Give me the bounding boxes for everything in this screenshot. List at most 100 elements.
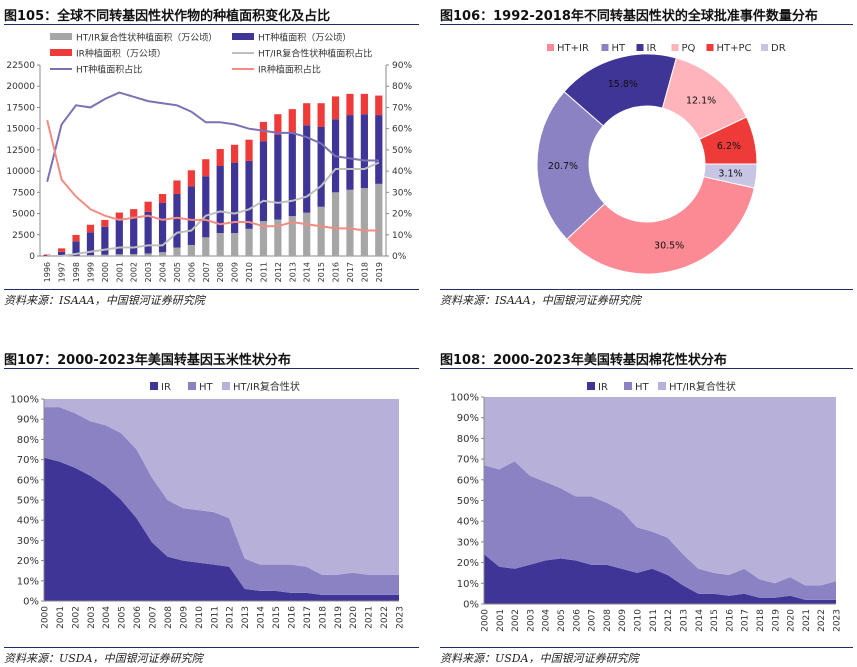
legend-label-105: HT/IR复合性状种植面积（万公顷） [76,32,217,44]
bar-segment-105 [303,103,311,126]
chart-108-source: 资料来源：USDA，中国银河证券研究院 [440,652,639,665]
line-series-105 [46,91,379,182]
x-tick-label-105: 2000 [101,262,110,282]
x-tick-label-107: 2002 [71,606,81,629]
bar-segment-105 [375,95,383,116]
bar-segment-105 [130,216,138,255]
bar-segment-105 [144,253,152,256]
y-tick-label-105: 5000 [12,210,35,220]
bar-segment-105 [187,170,195,187]
chart-108-source-rule [440,647,853,648]
x-tick-label-107: 2007 [149,606,159,629]
bar-segment-105 [360,93,368,115]
bar-segment-105 [317,206,325,256]
x-tick-label-105: 2004 [159,262,168,282]
chart-105-title-rule [4,24,419,25]
x-tick-label-105: 2015 [317,262,326,282]
x-tick-label-107: 2009 [179,606,189,629]
x-tick-label-105: 1996 [43,262,52,282]
bar-segment-105 [346,189,354,256]
x-tick-label-108: 2017 [741,609,751,632]
legend-swatch-106 [761,44,768,51]
bar-segment-105 [288,109,296,133]
x-tick-label-107: 2004 [102,606,112,629]
legend-swatch-108 [587,382,595,390]
area-series-107 [44,407,399,595]
x-tick-label-107: 2013 [241,606,251,629]
x-tick-label-107: 2000 [41,606,51,629]
bar-segment-105 [187,186,195,245]
chart-106-source: 资料来源：ISAAA，中国银河证券研究院 [440,294,641,307]
legend-swatch-108 [624,382,632,390]
bar-segment-105 [288,216,296,256]
bar-segment-105 [130,254,138,256]
chart-106-donut: HT+IR HT IR PQ HT+PC DR 30.5% 20.7% 15.8% 12.1% 6.… [536,43,786,275]
bar-segment-105 [202,237,210,256]
x-tick-label-107: 2019 [334,606,344,629]
x-tick-label-107: 2020 [349,606,359,629]
bar-segment-105 [86,255,95,256]
x-tick-label-105: 2008 [216,262,225,282]
x-tick-label-107: 2018 [318,606,328,629]
x-tick-label-108: 2006 [572,609,582,632]
x-tick-label-105: 1998 [72,262,81,282]
x-tick-label-108: 2001 [496,609,506,632]
x-tick-label-105: 1999 [86,262,95,282]
x-tick-label-105: 2007 [202,262,211,282]
y2-tick-label-105: 60% [392,125,412,135]
bar-segment-105 [346,93,354,116]
x-tick-label-108: 2016 [725,609,735,632]
bar-segment-105 [331,192,340,256]
bar-segment-105 [101,226,109,255]
x-tick-label-105: 2013 [288,262,297,282]
chart-107-title: 图107：2000-2023年美国转基因玉米性状分布 [4,353,291,368]
x-tick-label-108: 2007 [588,609,598,632]
x-tick-label-108: 2011 [649,609,659,632]
x-tick-label-108: 2018 [756,609,766,632]
y-tick-label-107: 40% [17,516,39,527]
x-tick-label-105: 1997 [58,262,67,282]
x-tick-label-107: 2001 [56,606,66,629]
x-tick-label-108: 2014 [695,609,705,632]
x-tick-label-108: 2015 [710,609,720,632]
y-tick-label-105: 15000 [6,125,35,135]
y-tick-label-107: 70% [17,455,39,466]
y-tick-label-107: 30% [17,536,39,547]
legend-swatch-105 [232,33,254,40]
bar-segment-105 [173,194,181,248]
slice-label-106: 3.1% [718,169,742,180]
legend-label-105: HT种植面积（万公顷） [258,32,351,44]
bar-segment-105 [346,115,354,190]
legend-label-105: IR种植面积（万公顷） [76,48,166,60]
bar-segment-105 [317,103,325,127]
donut-slice-106 [536,90,606,240]
legend-swatch-106 [706,44,714,51]
x-tick-label-107: 2016 [287,606,297,629]
x-tick-label-105: 2016 [332,262,341,282]
bar-segment-105 [245,160,253,229]
x-tick-label-107: 2006 [133,606,143,629]
x-tick-label-107: 2003 [87,606,97,629]
x-tick-label-107: 2021 [365,606,375,629]
legend-swatch-106 [636,44,644,51]
y-tick-label-105: 2500 [12,231,35,241]
legend-label-105: IR种植面积占比 [258,64,321,76]
y-tick-label-108: 40% [457,517,479,528]
bar-segment-105 [158,252,167,256]
slice-label-106: 6.2% [717,141,741,152]
y-tick-label-105: 0 [29,252,35,262]
y-tick-label-108: 80% [457,434,479,445]
bar-segment-105 [58,251,66,256]
chart-108-title-rule [440,368,853,369]
x-tick-label-107: 2022 [380,606,390,629]
bar-segment-105 [216,166,224,234]
legend-label-105: HT种植面积占比 [76,64,142,76]
x-tick-label-105: 2006 [187,262,196,282]
y2-tick-label-105: 0% [392,252,407,262]
bar-segment-105 [86,232,95,256]
bar-segment-105 [158,194,167,203]
bar-segment-105 [303,212,311,256]
chart-105-title: 图105：全球不同转基因性状作物的种植面积变化及占比 [4,9,331,24]
y2-tick-label-105: 30% [392,188,412,198]
bar-segment-105 [115,212,123,219]
